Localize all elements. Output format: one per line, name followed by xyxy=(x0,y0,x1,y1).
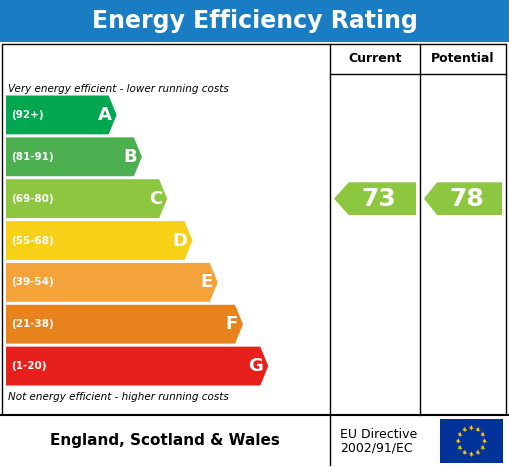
Polygon shape xyxy=(475,426,480,432)
Polygon shape xyxy=(458,432,463,438)
Text: B: B xyxy=(123,148,137,166)
Polygon shape xyxy=(6,179,167,218)
Polygon shape xyxy=(469,425,474,431)
Polygon shape xyxy=(475,449,480,455)
Text: (21-38): (21-38) xyxy=(11,319,54,329)
Text: 78: 78 xyxy=(449,187,485,211)
Polygon shape xyxy=(458,445,463,451)
Text: (92+): (92+) xyxy=(11,110,44,120)
Text: England, Scotland & Wales: England, Scotland & Wales xyxy=(50,433,280,448)
Text: (1-20): (1-20) xyxy=(11,361,46,371)
Polygon shape xyxy=(462,449,467,455)
Bar xyxy=(2,44,506,415)
Text: 2002/91/EC: 2002/91/EC xyxy=(340,441,413,454)
Polygon shape xyxy=(482,438,487,444)
Polygon shape xyxy=(469,451,474,457)
Text: (39-54): (39-54) xyxy=(11,277,54,287)
Polygon shape xyxy=(480,445,486,451)
Text: (69-80): (69-80) xyxy=(11,194,53,204)
Polygon shape xyxy=(424,182,502,215)
Polygon shape xyxy=(480,432,486,438)
Text: G: G xyxy=(248,357,263,375)
Text: Energy Efficiency Rating: Energy Efficiency Rating xyxy=(92,9,417,33)
Text: A: A xyxy=(98,106,111,124)
Polygon shape xyxy=(6,347,268,385)
Polygon shape xyxy=(6,263,218,302)
Polygon shape xyxy=(6,221,192,260)
Text: F: F xyxy=(226,315,238,333)
Polygon shape xyxy=(6,305,243,344)
Text: Current: Current xyxy=(348,52,402,65)
Polygon shape xyxy=(456,438,461,444)
Bar xyxy=(0,0,509,42)
Bar xyxy=(0,415,509,467)
Text: EU Directive: EU Directive xyxy=(340,427,417,440)
Polygon shape xyxy=(462,426,467,432)
Polygon shape xyxy=(334,182,416,215)
Text: E: E xyxy=(201,273,213,291)
Bar xyxy=(440,419,503,463)
Polygon shape xyxy=(6,137,142,176)
Text: D: D xyxy=(173,232,187,249)
Polygon shape xyxy=(6,95,117,134)
Text: Very energy efficient - lower running costs: Very energy efficient - lower running co… xyxy=(8,84,229,94)
Text: Not energy efficient - higher running costs: Not energy efficient - higher running co… xyxy=(8,392,229,402)
Text: (55-68): (55-68) xyxy=(11,235,54,246)
Text: 73: 73 xyxy=(361,187,397,211)
Text: (81-91): (81-91) xyxy=(11,152,53,162)
Text: Potential: Potential xyxy=(431,52,495,65)
Text: C: C xyxy=(149,190,162,208)
